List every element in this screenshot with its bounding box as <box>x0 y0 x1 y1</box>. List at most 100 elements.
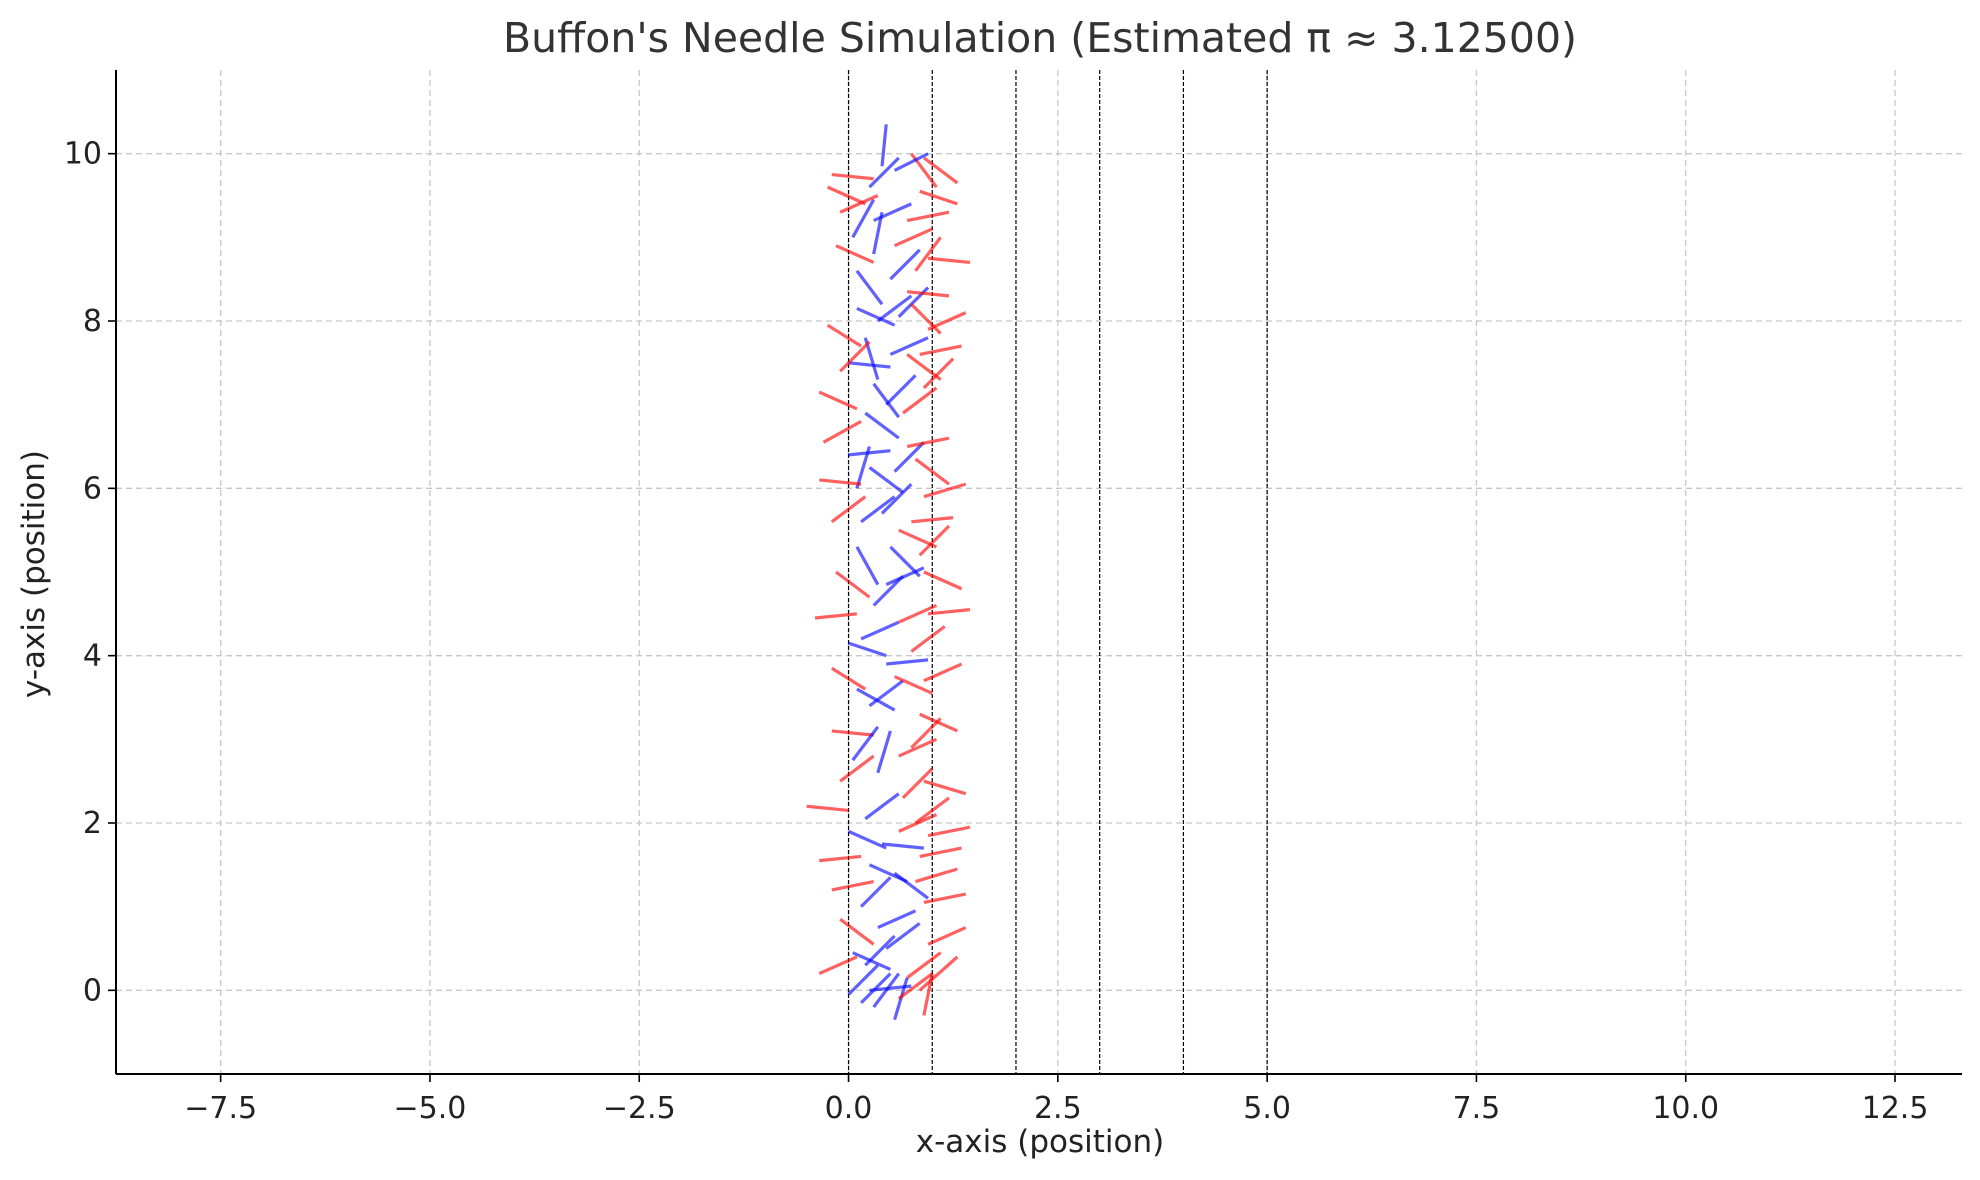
needle-crossing <box>906 436 950 449</box>
needle-not-crossing <box>859 876 892 908</box>
needle-crossing <box>906 353 942 381</box>
needle-not-crossing <box>851 198 876 239</box>
needle-not-crossing <box>860 495 896 524</box>
needle-not-crossing <box>864 411 900 440</box>
needle-not-crossing <box>868 466 904 494</box>
needle-not-crossing <box>848 361 891 369</box>
y-axis-label: y-axis (position) <box>16 450 52 698</box>
y-tick-label: 4 <box>83 639 102 674</box>
x-tick-label: −2.5 <box>603 1091 676 1126</box>
vertical-reference-lines <box>847 70 1268 1074</box>
y-tick-label: 8 <box>83 304 102 339</box>
needle-crossing <box>910 303 942 335</box>
needle-not-crossing <box>859 972 892 1005</box>
needle-crossing <box>914 457 950 486</box>
needles <box>806 124 971 1021</box>
needle-not-crossing <box>876 294 913 323</box>
x-tick-label: −7.5 <box>184 1091 257 1126</box>
needle-not-crossing <box>855 269 884 306</box>
needle-crossing <box>839 754 875 783</box>
x-tick-label: 12.5 <box>1862 1091 1929 1126</box>
needle-crossing <box>839 194 879 214</box>
needle-not-crossing <box>889 336 929 356</box>
needle-crossing <box>919 189 958 206</box>
needle-crossing <box>922 357 955 390</box>
x-axis-ticks: −7.5 −5.0 −2.5 0.0 2.5 5.0 7.5 10.0 12.5 <box>184 1074 1928 1126</box>
needle-crossing <box>818 955 858 976</box>
y-tick-label: 6 <box>83 471 102 506</box>
needle-not-crossing <box>852 951 892 971</box>
x-tick-label: 10.0 <box>1652 1091 1719 1126</box>
needle-crossing <box>927 926 967 946</box>
needle-crossing <box>914 236 942 272</box>
needle-crossing <box>927 311 967 331</box>
needle-crossing <box>839 917 875 946</box>
needle-crossing <box>906 290 950 298</box>
needle-crossing <box>835 570 871 599</box>
y-tick-label: 0 <box>83 973 102 1008</box>
needle-not-crossing <box>893 441 926 473</box>
needle-crossing <box>901 386 938 415</box>
needle-crossing <box>910 717 942 749</box>
needle-crossing <box>911 516 954 524</box>
needle-crossing <box>923 892 967 905</box>
needle-crossing <box>898 604 938 624</box>
x-tick-label: 0.0 <box>825 1091 873 1126</box>
needle-crossing <box>919 344 962 357</box>
needle-not-crossing <box>864 792 900 821</box>
needle-crossing <box>831 879 874 892</box>
needle-crossing <box>806 804 849 813</box>
needle-not-crossing <box>880 124 888 167</box>
needle-not-crossing <box>873 202 912 223</box>
needle-crossing <box>898 813 938 833</box>
needle-crossing <box>918 955 959 992</box>
needle-not-crossing <box>855 446 872 489</box>
needle-crossing <box>893 675 933 695</box>
needle-not-crossing <box>881 842 925 850</box>
needle-crossing <box>830 666 867 691</box>
needle-crossing <box>906 210 950 223</box>
needle-crossing <box>927 608 971 616</box>
needle-crossing <box>897 972 934 1000</box>
needle-crossing <box>922 156 959 185</box>
needle-not-crossing <box>893 152 929 172</box>
x-tick-label: 7.5 <box>1453 1091 1501 1126</box>
needle-crossing <box>922 973 934 1016</box>
needle-not-crossing <box>855 546 880 586</box>
needle-crossing <box>919 846 962 859</box>
x-axis-label: x-axis (position) <box>916 1124 1164 1160</box>
needle-not-crossing <box>885 922 921 950</box>
needle-not-crossing <box>856 306 896 327</box>
needle-not-crossing <box>876 730 892 774</box>
needle-not-crossing <box>868 679 904 708</box>
needle-not-crossing <box>872 382 901 419</box>
needle-crossing <box>910 625 946 653</box>
y-axis-ticks: 0 2 4 6 8 10 <box>64 137 116 1008</box>
needle-crossing <box>898 737 938 758</box>
x-tick-label: 5.0 <box>1243 1091 1291 1126</box>
needle-crossing <box>818 390 858 411</box>
needle-crossing <box>893 227 933 248</box>
chart-title: Buffon's Needle Simulation (Estimated π … <box>503 14 1577 62</box>
needle-not-crossing <box>856 687 896 712</box>
y-tick-label: 2 <box>83 806 102 841</box>
needle-not-crossing <box>885 566 925 587</box>
needle-crossing <box>822 420 862 444</box>
needle-crossing <box>819 854 862 863</box>
needle-not-crossing <box>847 964 879 996</box>
needle-crossing <box>826 323 862 348</box>
needle-crossing <box>914 796 950 825</box>
needle-crossing <box>839 340 871 373</box>
needle-crossing <box>927 825 971 838</box>
needle-not-crossing <box>847 829 887 850</box>
needle-not-crossing <box>848 449 891 457</box>
needle-crossing <box>927 256 971 265</box>
needle-not-crossing <box>880 483 913 515</box>
needle-not-crossing <box>886 658 929 666</box>
axes <box>115 70 1962 1075</box>
needle-crossing <box>901 767 934 800</box>
needle-not-crossing <box>848 641 887 658</box>
needle-crossing <box>835 244 875 264</box>
